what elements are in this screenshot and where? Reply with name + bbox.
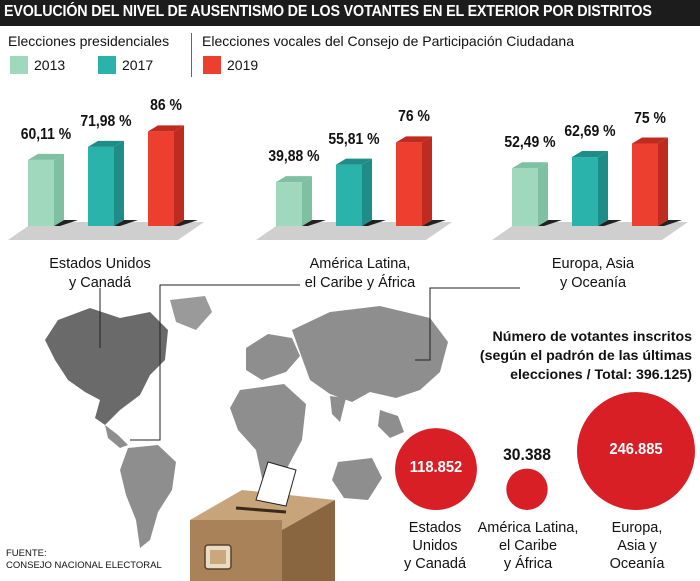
- bubble-value-na: 118.852: [409, 459, 463, 477]
- legend-swatch-2013: [10, 56, 28, 74]
- bubble-caption-la: América Latina, el Caribe y África: [463, 519, 593, 573]
- legend-vocales-heading: Elecciones vocales del Consejo de Partic…: [202, 33, 575, 49]
- se-asia-shape: [378, 410, 404, 438]
- bar-value-label-la-2019: 76 %: [398, 108, 430, 126]
- bar-value-label-eu-2017: 62,69 %: [564, 123, 616, 141]
- bubble-caption-eu-line1: Europa,: [611, 520, 663, 536]
- bar-eu-2017: [572, 151, 622, 226]
- world-map: [45, 284, 520, 548]
- region-label-na-line1: Estados Unidos: [49, 256, 151, 272]
- source-note: FUENTE: CONSEJO NACIONAL ELECTORAL: [6, 548, 162, 572]
- asia-shape: [292, 306, 448, 402]
- central-america-shape: [105, 425, 128, 448]
- voters-heading-line3: elecciones / Total: 396.125): [510, 367, 692, 383]
- bubble-value-la: 30.388: [503, 444, 551, 464]
- bar-value-label-la-2013: 39,88 %: [268, 148, 320, 166]
- bubble-caption-la-line1: América Latina,: [477, 520, 579, 536]
- bubble-caption-na: Estados Unidos y Canadá: [370, 519, 500, 573]
- north-america-shape: [45, 308, 168, 425]
- title-bar: [0, 0, 700, 26]
- bar-value-label-la-2017: 55,81 %: [328, 130, 380, 148]
- ballot-paper: [255, 461, 297, 507]
- floor-shadow-eu: [492, 222, 688, 240]
- bubble-caption-la-line2: el Caribe: [498, 538, 558, 554]
- bubble-na: [395, 428, 477, 510]
- legend-swatch-2019: [203, 56, 221, 74]
- region-label-eu: Europa, Asia y Oceanía: [493, 255, 693, 293]
- bar-la-2013: [276, 176, 326, 226]
- bubble-caption-na-line2: Unidos: [412, 538, 458, 554]
- region-label-la-line1: América Latina,: [309, 256, 411, 272]
- legend-swatch-2017: [98, 56, 116, 74]
- region-label-la-line2: el Caribe y África: [304, 275, 416, 291]
- legend-presidential-heading: Elecciones presidenciales: [8, 33, 170, 49]
- voters-heading-line1: Número de votantes inscritos: [492, 329, 692, 345]
- legend-label-2019: 2019: [227, 57, 259, 73]
- bar-value-label-na-2019: 86 %: [150, 97, 182, 115]
- bar-eu-2013: [512, 162, 562, 226]
- voters-heading-line2: (según el padrón de las últimas: [479, 348, 692, 364]
- leader-line-eu: [415, 287, 520, 361]
- bar-na-2019: [148, 125, 198, 226]
- region-label-na: Estados Unidos y Canadá: [0, 255, 200, 293]
- leader-line-la: [130, 284, 300, 441]
- europe-shape: [246, 334, 300, 380]
- floor-shadow-na: [8, 222, 204, 240]
- legend-label-2013: 2013: [34, 57, 66, 73]
- bubble-caption-na-line3: y Canadá: [403, 556, 467, 572]
- region-label-la: América Latina, el Caribe y África: [260, 255, 460, 293]
- region-label-eu-line2: y Oceanía: [559, 275, 627, 291]
- bar-na-2013: [28, 153, 78, 226]
- bubble-caption-eu-line2: Asia y: [617, 538, 657, 554]
- bubble-caption-na-line1: Estados: [408, 520, 462, 536]
- bar-value-label-na-2013: 60,11 %: [20, 125, 72, 143]
- bubble-caption-eu: Europa, Asia y Oceanía: [572, 519, 700, 573]
- bar-la-2017: [336, 158, 386, 226]
- bar-value-label-eu-2019: 75 %: [634, 109, 666, 127]
- source-line2: CONSEJO NACIONAL ELECTORAL: [6, 560, 162, 571]
- bubble-value-eu: 246.885: [609, 441, 663, 458]
- south-america-shape: [120, 445, 176, 548]
- region-label-na-line2: y Canadá: [68, 275, 132, 291]
- bubble-caption-eu-line3: Oceanía: [609, 556, 665, 572]
- bar-value-label-na-2017: 71,98 %: [80, 112, 132, 130]
- australia-shape: [332, 458, 382, 500]
- bar-eu-2019: [632, 137, 682, 226]
- bubble-caption-la-line3: y África: [503, 556, 553, 572]
- bubble-eu: [577, 392, 695, 510]
- india-shape: [330, 396, 346, 422]
- bar-la-2019: [396, 136, 446, 226]
- bar-na-2017: [88, 140, 138, 226]
- bar-value-label-eu-2013: 52,49 %: [504, 134, 556, 152]
- source-line1: FUENTE:: [6, 548, 47, 559]
- bubble-la: [506, 468, 548, 510]
- legend-label-2017: 2017: [122, 57, 154, 73]
- ballot-box-illustration: [190, 461, 335, 581]
- chart-title: EVOLUCIÓN DEL NIVEL DE AUSENTISMO DE LOS…: [4, 3, 652, 20]
- legend-divider: [191, 33, 192, 77]
- floor-shadow-la: [256, 222, 452, 240]
- greenland-shape: [170, 296, 212, 330]
- region-label-eu-line1: Europa, Asia: [551, 256, 635, 272]
- voters-heading: Número de votantes inscritos (según el p…: [400, 328, 692, 385]
- africa-shape: [230, 384, 306, 490]
